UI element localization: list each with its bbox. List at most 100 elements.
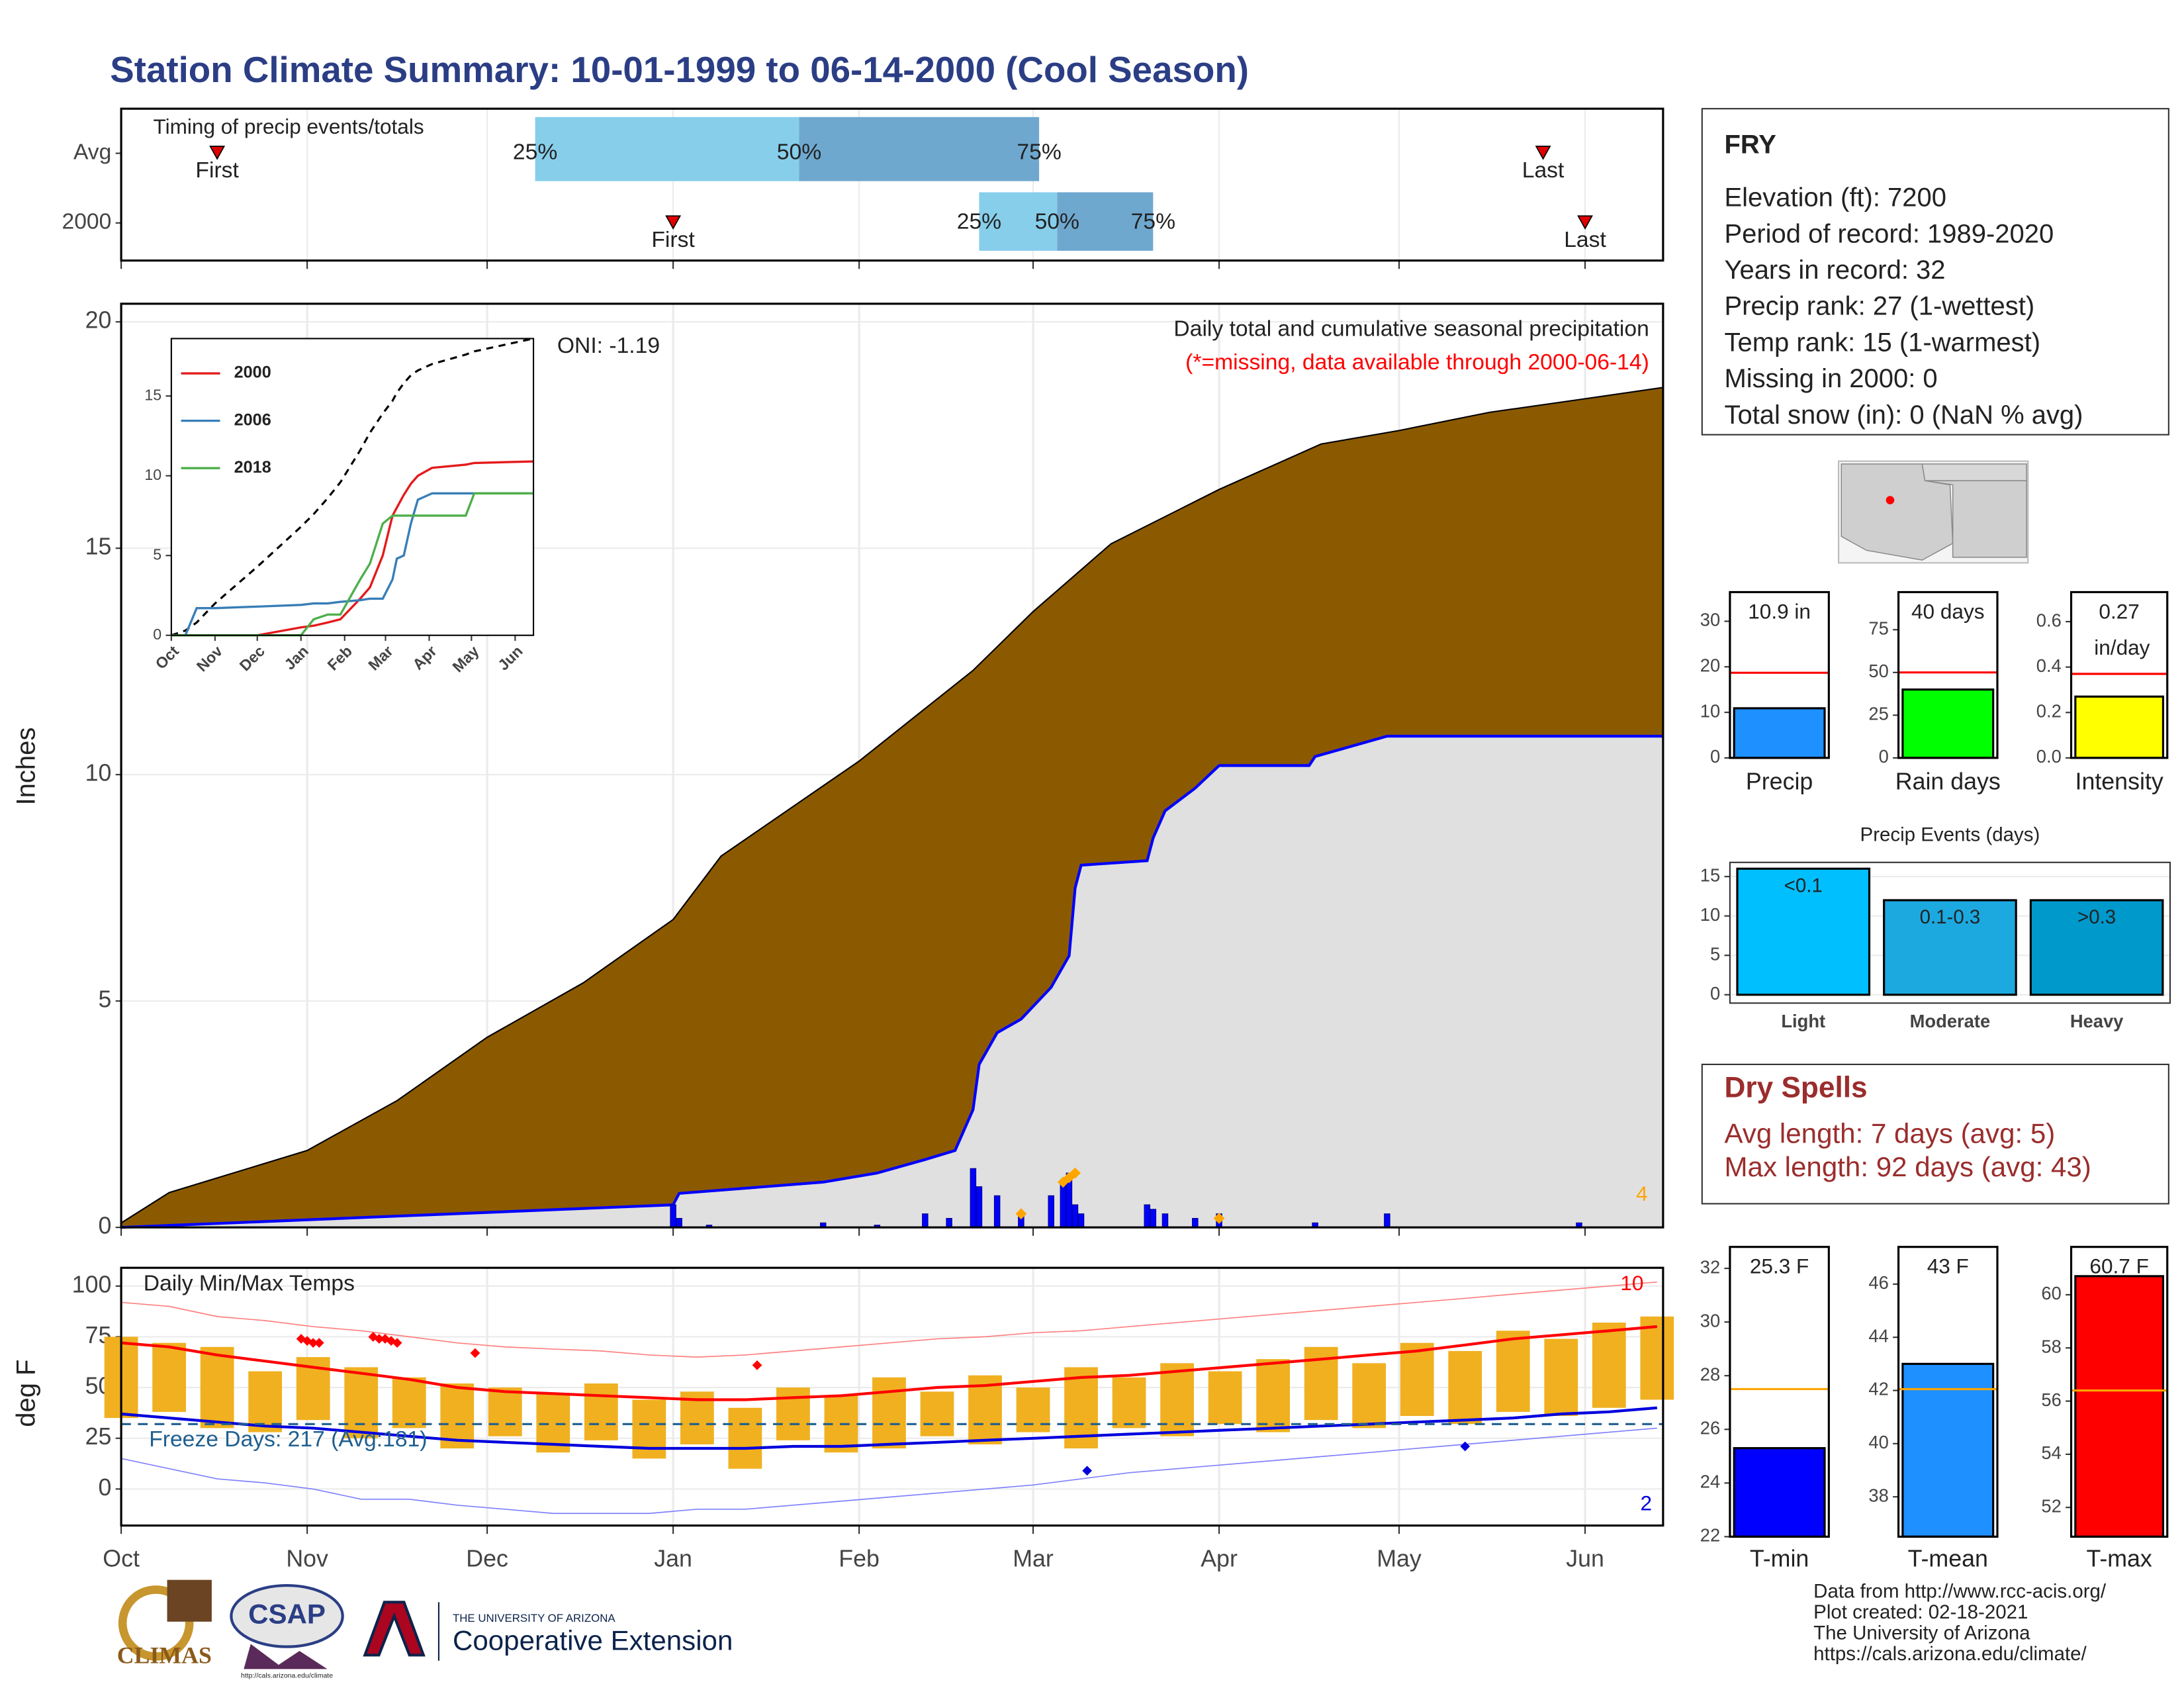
y-tick-label: 56 (2041, 1389, 2061, 1410)
record-low-line (120, 1427, 1657, 1515)
temp-bar (440, 1383, 475, 1449)
value-label: 60.7 F (2089, 1254, 2148, 1278)
station-line: Years in record: 32 (1724, 256, 1945, 285)
chart-title: Timing of precip events/totals (154, 115, 424, 138)
daily-bar (976, 1186, 983, 1228)
dry-spells-title: Dry Spells (1724, 1072, 1867, 1104)
panel-border (2070, 590, 2169, 759)
daily-bar (1060, 1182, 1067, 1228)
panel-border (1729, 590, 1830, 759)
temp-bar (392, 1377, 426, 1429)
dry-spell-line: Avg length: 7 days (avg: 5) (1724, 1117, 2055, 1149)
page-title: Station Climate Summary: 10-01-1999 to 0… (110, 49, 1249, 90)
quartile-bar (1057, 192, 1154, 251)
annotation: ONI: -1.19 (557, 334, 660, 358)
y-tick-label: 25 (85, 1423, 112, 1450)
daily-bar (676, 1217, 682, 1228)
y-tick-label: 42 (1868, 1379, 1888, 1399)
legend-label: 2018 (234, 458, 271, 477)
bar-label: <0.1 (1784, 874, 1823, 896)
quartile-label: 25% (957, 210, 1001, 234)
daily-bar (1071, 1204, 1079, 1228)
temp-bar (1640, 1316, 1674, 1400)
y-tick-label: 15 (1700, 865, 1720, 885)
temp-bar (344, 1367, 379, 1438)
y-tick-label: 10 (85, 760, 112, 786)
category-label: T-max (2086, 1546, 2152, 1572)
average-min-line (120, 1406, 1658, 1450)
x-tick-label: Light (1781, 1011, 1825, 1031)
y-axis-label: Inches (12, 727, 41, 806)
climas-logo: CLIMAS (117, 1642, 212, 1669)
quartile-label: 75% (1017, 140, 1061, 164)
x-tick-label: Moderate (1910, 1011, 1991, 1031)
annotation: Freeze Days: 217 (Avg:181) (149, 1427, 427, 1452)
credit-line: Plot created: 02-18-2021 (1813, 1601, 2028, 1623)
dry-spells-box (1701, 1063, 2169, 1205)
bar (1736, 867, 1871, 996)
quartile-label: 50% (777, 140, 821, 164)
bar (2074, 1275, 2165, 1538)
temp-bar (1352, 1363, 1387, 1429)
x-tick-label: Mar (1013, 1546, 1054, 1572)
y-tick-label: 40 (1868, 1432, 1888, 1452)
x-tick-label: Nov (286, 1546, 328, 1572)
bar (2074, 695, 2165, 759)
temp-bar (920, 1391, 954, 1436)
value-label: 0.27 (2099, 599, 2139, 623)
record-marker (1460, 1441, 1471, 1452)
university-name: THE UNIVERSITY OF ARIZONA (453, 1612, 615, 1624)
temp-bar (1592, 1322, 1626, 1408)
quartile-bar (799, 117, 1040, 181)
station-line: Precip rank: 27 (1-wettest) (1724, 292, 2034, 321)
y-tick-label: 46 (1868, 1272, 1888, 1293)
station-location (1886, 496, 1895, 504)
missing-marker (1069, 1167, 1081, 1179)
climas-icon (118, 1585, 194, 1661)
category-label: Rain days (1895, 768, 2001, 794)
temp-bar (200, 1346, 234, 1429)
y-tick-label: 0.6 (2036, 610, 2062, 630)
y-tick-label: 0.2 (2036, 701, 2062, 722)
daily-bar (1048, 1195, 1054, 1228)
temp-bar (1544, 1338, 1578, 1417)
y-tick-label: 0 (98, 1213, 111, 1239)
daily-bar (922, 1213, 929, 1228)
station-line: Period of record: 1989-2020 (1724, 219, 2054, 248)
temp-bar (488, 1387, 522, 1436)
x-tick-label: May (1377, 1546, 1422, 1572)
panel-border (120, 303, 1664, 1229)
bar-label: 0.1-0.3 (1920, 906, 1981, 928)
bar-label: >0.3 (2077, 906, 2116, 928)
credit-line: The University of Arizona (1813, 1622, 2030, 1644)
temp-bar (872, 1377, 906, 1449)
record-marker (374, 1334, 385, 1344)
y-tick-label: 0.4 (2036, 655, 2062, 676)
y-tick-label: 15 (144, 386, 161, 403)
cumulative-area (121, 736, 1663, 1228)
y-tick-label: 22 (1700, 1525, 1720, 1546)
temp-bar (152, 1342, 187, 1412)
extension-name: Cooperative Extension (453, 1624, 733, 1656)
bar (1901, 1362, 1995, 1538)
y-tick-label: 32 (1700, 1256, 1720, 1277)
category-label: T-min (1750, 1546, 1809, 1572)
chart-title: Precip Events (days) (1860, 824, 2040, 846)
credit-line: Data from http://www.rcc-acis.org/ (1813, 1580, 2107, 1602)
bar (1733, 1447, 1826, 1538)
value-label: 25.3 F (1750, 1254, 1809, 1278)
station-line: Elevation (ft): 7200 (1724, 183, 1946, 212)
temp-bar (1400, 1342, 1434, 1417)
daily-bar (1077, 1213, 1085, 1228)
ua-logo (363, 1601, 426, 1657)
temp-bar (1208, 1371, 1242, 1425)
daily-bar (970, 1168, 977, 1228)
y-tick-label: 54 (2041, 1442, 2061, 1463)
panel-border (1729, 861, 2171, 1004)
csap-logo: CSAP (248, 1598, 326, 1629)
event-label: Last (1522, 158, 1565, 183)
temp-bar (1112, 1377, 1146, 1429)
map-state (1921, 463, 2027, 481)
